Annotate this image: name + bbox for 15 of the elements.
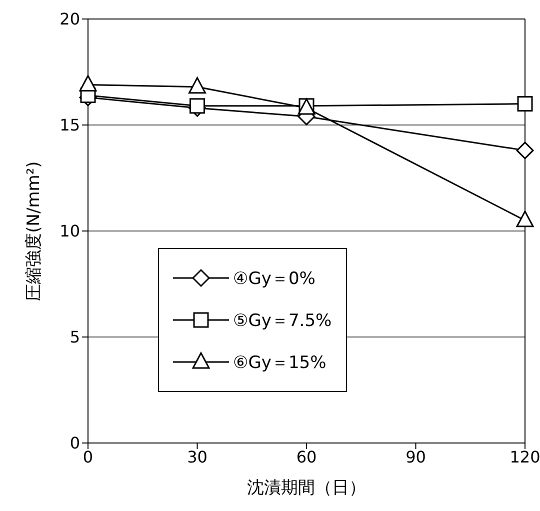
legend-label: ⑤Gy＝7.5% (233, 310, 332, 332)
legend-label: ④Gy＝0% (233, 268, 316, 290)
x-axis-title: 沈漬期間（日） (247, 478, 366, 498)
x-tick-label: 30 (187, 447, 208, 466)
y-tick-label: 15 (60, 116, 80, 135)
y-tick-label: 5 (70, 328, 80, 347)
legend-label: ⑥Gy＝15% (233, 352, 326, 374)
x-tick-label: 90 (406, 447, 426, 466)
y-axis-title: 圧縮強度(N/mm²) (24, 161, 44, 301)
y-tick-label: 20 (60, 10, 80, 29)
x-tick-label: 120 (510, 447, 540, 466)
y-tick-label: 10 (60, 222, 80, 241)
x-tick-label: 0 (82, 447, 94, 466)
x-tick-label: 60 (296, 447, 317, 466)
y-tick-label: 0 (70, 434, 80, 453)
